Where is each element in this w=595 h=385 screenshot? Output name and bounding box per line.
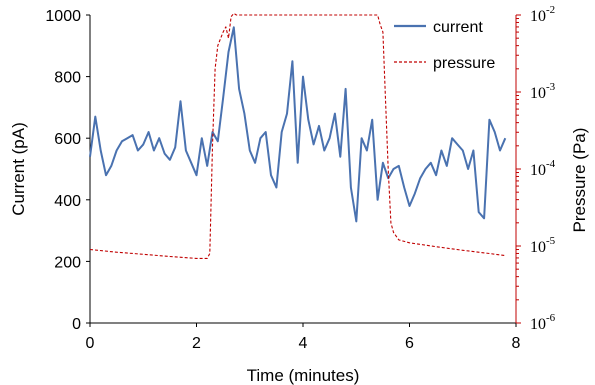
right-y-tick-base: 10 [530, 85, 546, 102]
right-y-tick-base: 10 [530, 239, 546, 256]
x-axis-title: Time (minutes) [247, 366, 360, 385]
right-y-ticks: 10-610-510-410-310-2 [516, 4, 556, 333]
left-y-tick-label: 0 [72, 316, 81, 333]
right-y-tick-label: 10-5 [530, 235, 556, 256]
x-ticks: 0 2 4 6 8 [86, 323, 521, 352]
x-tick-label: 6 [405, 335, 414, 352]
left-y-tick-label: 200 [54, 254, 81, 271]
right-y-tick-exponent: -2 [546, 4, 555, 16]
legend: current pressure [394, 19, 495, 72]
right-y-tick-label: 10-3 [530, 81, 556, 102]
x-tick-label: 2 [192, 335, 201, 352]
series-layer [89, 12, 507, 259]
x-tick-label: 4 [299, 335, 308, 352]
legend-pressure-label: pressure [433, 55, 495, 72]
left-y-tick-label: 800 [54, 70, 81, 87]
x-tick-label: 0 [86, 335, 95, 352]
right-y-tick-label: 10-6 [530, 312, 556, 333]
right-y-tick-base: 10 [530, 316, 546, 333]
left-y-tick-label: 600 [54, 131, 81, 148]
left-y-tick-label: 1000 [45, 8, 81, 25]
left-y-ticks: 0 200 400 600 800 1000 [45, 8, 90, 333]
right-y-minor-ticks [516, 18, 519, 301]
right-y-tick-base: 10 [530, 8, 546, 25]
left-y-axis-title: Current (pA) [9, 122, 28, 216]
right-y-tick-exponent: -3 [546, 81, 556, 93]
pressure-series-line [89, 12, 506, 259]
right-y-axis-title: Pressure (Pa) [570, 128, 589, 233]
right-y-tick-exponent: -6 [546, 312, 556, 324]
right-y-tick-label: 10-4 [530, 158, 556, 179]
right-y-tick-base: 10 [530, 162, 546, 179]
current-series-line [89, 26, 507, 223]
x-tick-label: 8 [512, 335, 521, 352]
right-y-tick-exponent: -5 [546, 235, 556, 247]
legend-current-label: current [433, 19, 483, 36]
right-y-tick-exponent: -4 [546, 158, 556, 170]
left-y-tick-label: 400 [54, 193, 81, 210]
right-y-tick-label: 10-2 [530, 4, 555, 25]
